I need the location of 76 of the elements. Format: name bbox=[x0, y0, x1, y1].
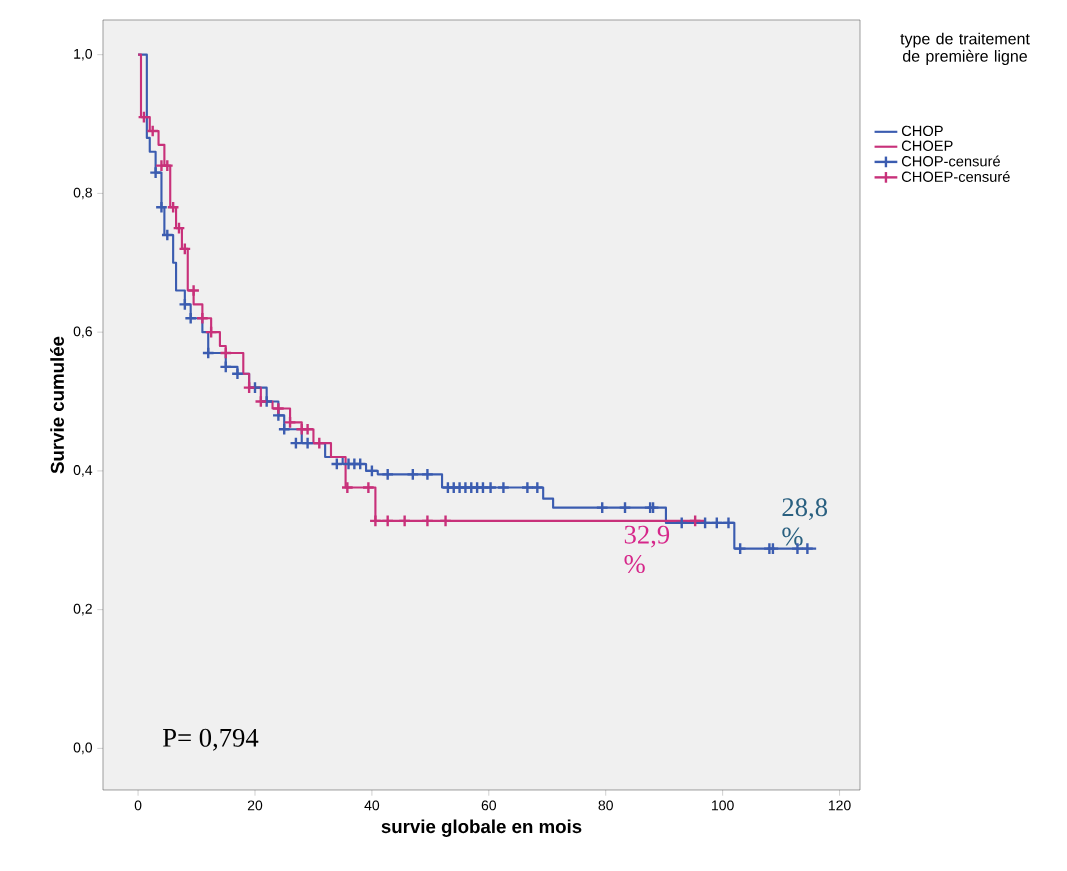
legend-label: CHOEP-censuré bbox=[901, 170, 1010, 182]
point bbox=[520, 481, 534, 495]
point bbox=[330, 457, 344, 471]
point bbox=[187, 284, 201, 298]
point bbox=[439, 514, 453, 528]
y-tick-label: 0,8 bbox=[73, 187, 92, 200]
point bbox=[160, 228, 174, 242]
y-tick-label: 0,6 bbox=[73, 326, 92, 338]
legend-label: CHOP-censuré bbox=[901, 155, 1000, 167]
annotation: 32,9 % bbox=[624, 525, 670, 574]
point bbox=[172, 221, 186, 235]
point bbox=[204, 325, 218, 339]
point bbox=[312, 436, 326, 450]
point bbox=[675, 516, 689, 530]
point bbox=[254, 394, 268, 409]
point bbox=[184, 311, 198, 325]
point bbox=[484, 481, 498, 495]
x-axis-title: survie globale en mois bbox=[381, 819, 582, 837]
point bbox=[365, 464, 379, 478]
point bbox=[149, 166, 163, 180]
point bbox=[420, 467, 434, 481]
point bbox=[496, 481, 510, 495]
point bbox=[721, 516, 736, 530]
point bbox=[340, 481, 354, 495]
point bbox=[368, 514, 382, 528]
point bbox=[160, 159, 174, 173]
point bbox=[766, 542, 780, 556]
x-tick-label: 120 bbox=[828, 800, 851, 811]
point bbox=[301, 422, 315, 436]
y-tick-label: 0,0 bbox=[73, 742, 93, 755]
point bbox=[618, 501, 632, 515]
legend-label: CHOP bbox=[901, 125, 943, 137]
point bbox=[146, 124, 160, 138]
x-tick-label: 60 bbox=[481, 800, 497, 811]
point bbox=[230, 367, 244, 381]
point bbox=[361, 481, 375, 495]
x-tick-label: 100 bbox=[712, 800, 734, 811]
x-tick-label: 0 bbox=[134, 800, 142, 811]
point bbox=[242, 381, 256, 395]
point bbox=[201, 346, 215, 360]
point bbox=[271, 401, 285, 415]
point bbox=[381, 514, 395, 528]
point bbox=[406, 467, 420, 481]
point bbox=[166, 200, 180, 214]
point bbox=[154, 200, 168, 214]
point bbox=[195, 311, 209, 325]
point bbox=[353, 457, 367, 471]
point bbox=[420, 514, 434, 528]
point bbox=[289, 436, 303, 450]
point bbox=[219, 346, 233, 360]
y-tick-label: 0,2 bbox=[73, 603, 92, 616]
point bbox=[178, 297, 192, 311]
point bbox=[381, 467, 395, 481]
point bbox=[733, 542, 747, 556]
y-tick-label: 0,4 bbox=[73, 465, 93, 477]
legend-title: type de traitement de première ligne bbox=[900, 32, 1030, 65]
annotation: P= 0,794 bbox=[162, 728, 259, 751]
point bbox=[301, 436, 315, 450]
point bbox=[283, 415, 297, 429]
point bbox=[398, 514, 412, 528]
annotation: 28,8 % bbox=[782, 498, 828, 546]
point bbox=[137, 110, 151, 124]
x-tick-label: 80 bbox=[598, 800, 613, 811]
x-tick-label: 40 bbox=[364, 800, 380, 811]
y-tick-label: 1,0 bbox=[74, 48, 93, 61]
legend-label: CHOEP bbox=[901, 140, 953, 151]
point bbox=[710, 516, 724, 530]
point bbox=[219, 360, 233, 374]
point bbox=[178, 242, 192, 256]
point bbox=[698, 516, 712, 530]
point bbox=[530, 481, 544, 495]
point bbox=[595, 501, 609, 515]
point bbox=[277, 422, 291, 436]
x-tick-label: 20 bbox=[247, 800, 263, 811]
y-axis-title: Survie cumulée bbox=[50, 336, 64, 474]
point bbox=[688, 514, 702, 528]
